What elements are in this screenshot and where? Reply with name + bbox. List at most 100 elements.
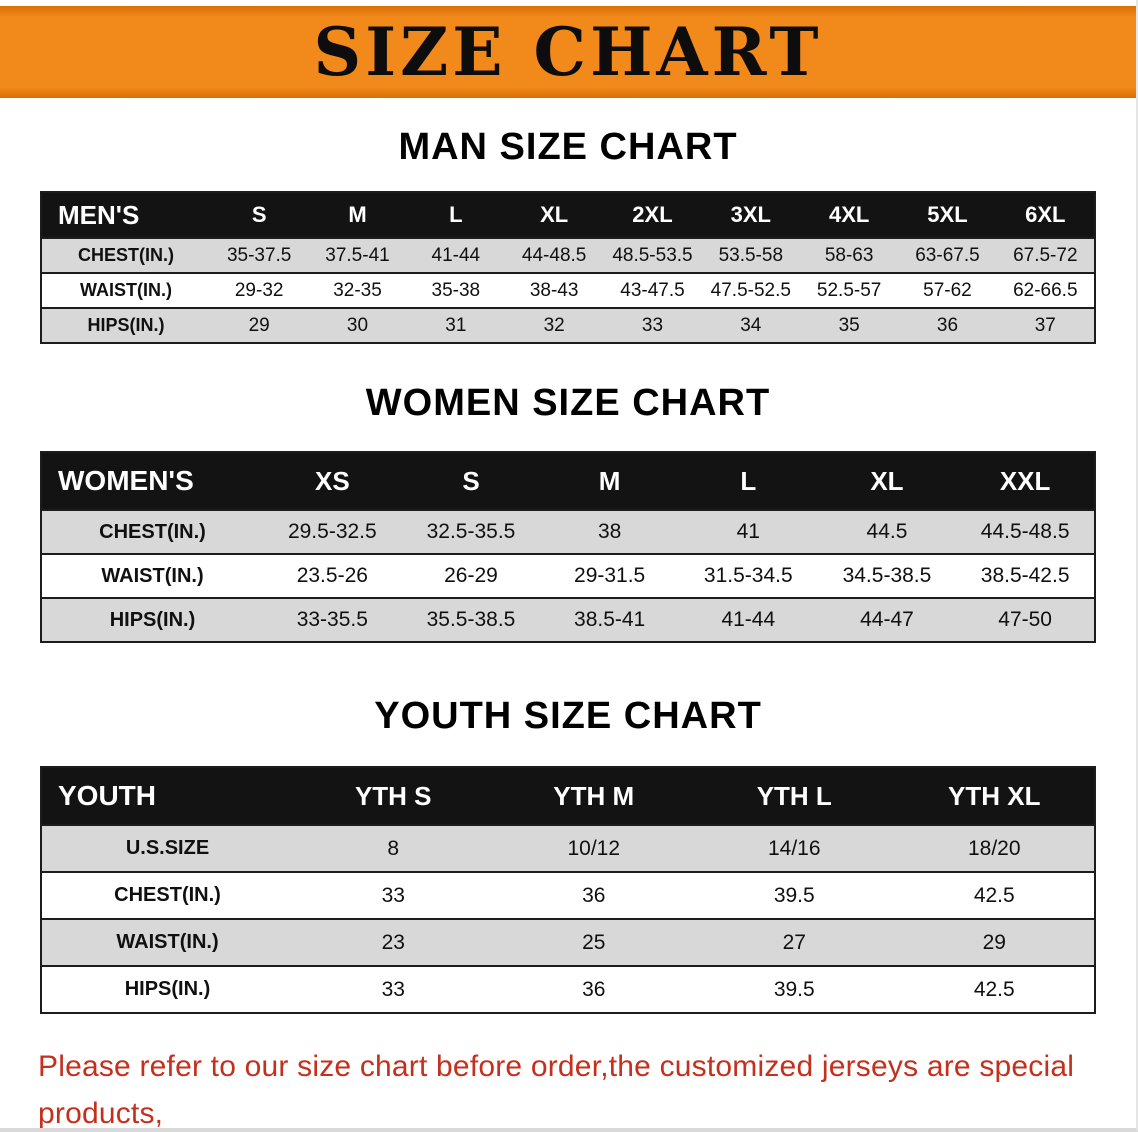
size-value: 38.5-41 [540, 597, 679, 642]
section-men: MAN SIZE CHART MEN'S S M L XL 2XL 3XL 4XL 5XL 6XL… [0, 126, 1136, 344]
size-value: 23.5-26 [263, 553, 402, 598]
size-column-header: YTH XL [894, 767, 1095, 825]
section-women: WOMEN SIZE CHART WOMEN'S XS S M L XL XXL CHEST(… [0, 382, 1136, 643]
table-row: WAIST(IN.) 23.5-26 26-29 29-31.5 31.5-34.5 34… [41, 553, 1095, 598]
table-row: WAIST(IN.) 29-32 32-35 35-38 38-43 43-47.5 47.… [41, 272, 1095, 308]
row-label: WAIST(IN.) [41, 272, 210, 308]
size-value: 34 [701, 307, 800, 343]
size-value: 47.5-52.5 [701, 272, 800, 308]
size-value: 39.5 [694, 871, 895, 919]
size-value: 23 [293, 918, 494, 966]
size-value: 29.5-32.5 [263, 509, 402, 554]
size-column-header: M [308, 192, 407, 238]
size-value: 37 [996, 307, 1095, 343]
size-value: 29 [894, 918, 1095, 966]
header-row: MEN'S S M L XL 2XL 3XL 4XL 5XL 6XL [41, 192, 1095, 238]
table-title-cell: MEN'S [41, 192, 210, 238]
size-value: 32 [504, 307, 604, 343]
men-size-table: MEN'S S M L XL 2XL 3XL 4XL 5XL 6XL CHEST(IN.) 35-37… [40, 191, 1096, 344]
size-column-header: L [406, 192, 505, 238]
size-value: 57-62 [898, 272, 997, 308]
size-column-header: M [540, 452, 679, 510]
size-value: 29-32 [210, 272, 309, 308]
size-value: 26-29 [401, 553, 541, 598]
women-section-heading: WOMEN SIZE CHART [365, 382, 771, 424]
disclaimer-line-1: Please refer to our size chart before or… [38, 1050, 1075, 1130]
size-value: 36 [493, 965, 694, 1013]
size-value: 67.5-72 [996, 237, 1095, 273]
size-column-header: 3XL [701, 192, 800, 238]
size-value: 36 [493, 871, 694, 919]
size-column-header: L [678, 452, 818, 510]
size-value: 42.5 [894, 965, 1095, 1013]
size-value: 38-43 [504, 272, 604, 308]
table-row: HIPS(IN.) 29 30 31 32 33 34 35 36 37 [41, 307, 1095, 343]
size-value: 31 [406, 307, 505, 343]
size-value: 25 [493, 918, 694, 966]
table-row: HIPS(IN.) 33-35.5 35.5-38.5 38.5-41 41-44 44-… [41, 597, 1095, 642]
size-column-header: S [210, 192, 309, 238]
size-value: 35.5-38.5 [401, 597, 541, 642]
table-row: HIPS(IN.) 33 36 39.5 42.5 [41, 965, 1095, 1013]
size-value: 18/20 [894, 824, 1095, 872]
size-column-header: XL [817, 452, 957, 510]
table-title-cell: WOMEN'S [41, 452, 263, 510]
size-value: 32.5-35.5 [401, 509, 541, 554]
size-value: 33-35.5 [263, 597, 402, 642]
size-value: 58-63 [799, 237, 899, 273]
row-label: HIPS(IN.) [41, 307, 210, 343]
size-value: 36 [898, 307, 997, 343]
size-column-header: 6XL [996, 192, 1095, 238]
size-value: 44.5 [817, 509, 957, 554]
size-value: 33 [293, 965, 494, 1013]
size-value: 33 [603, 307, 702, 343]
size-value: 48.5-53.5 [603, 237, 702, 273]
size-column-header: XXL [956, 452, 1095, 510]
size-value: 29 [210, 307, 309, 343]
size-value: 34.5-38.5 [817, 553, 957, 598]
size-value: 35 [799, 307, 899, 343]
size-value: 35-37.5 [210, 237, 309, 273]
banner: SIZE CHART [0, 6, 1136, 98]
youth-section-heading: YOUTH SIZE CHART [374, 695, 762, 737]
row-label: HIPS(IN.) [41, 965, 293, 1013]
table-row: WAIST(IN.) 23 25 27 29 [41, 918, 1095, 966]
size-column-header: 2XL [603, 192, 702, 238]
size-value: 63-67.5 [898, 237, 997, 273]
size-value: 31.5-34.5 [678, 553, 818, 598]
size-value: 33 [293, 871, 494, 919]
size-value: 41-44 [678, 597, 818, 642]
row-label: U.S.SIZE [41, 824, 293, 872]
youth-size-table-grid: YOUTH YTH S YTH M YTH L YTH XL U.S.SIZE 8 10/12… [40, 766, 1096, 1014]
size-value: 44.5-48.5 [956, 509, 1095, 554]
size-column-header: 5XL [898, 192, 997, 238]
size-value: 47-50 [956, 597, 1095, 642]
size-column-header: 4XL [799, 192, 899, 238]
size-value: 29-31.5 [540, 553, 679, 598]
section-youth: YOUTH SIZE CHART YOUTH YTH S YTH M YTH L YTH… [0, 695, 1136, 1014]
size-column-header: XL [504, 192, 604, 238]
size-value: 62-66.5 [996, 272, 1095, 308]
table-row: CHEST(IN.) 29.5-32.5 32.5-35.5 38 41 44.5 44.5… [41, 509, 1095, 554]
row-label: CHEST(IN.) [41, 871, 293, 919]
size-value: 30 [308, 307, 407, 343]
size-column-header: YTH L [694, 767, 895, 825]
women-size-table-grid: WOMEN'S XS S M L XL XXL CHEST(IN.) 29.5-32.5 32.5… [40, 451, 1096, 643]
size-column-header: YTH S [293, 767, 494, 825]
size-value: 38.5-42.5 [956, 553, 1095, 598]
size-value: 53.5-58 [701, 237, 800, 273]
table-row: U.S.SIZE 8 10/12 14/16 18/20 [41, 824, 1095, 872]
size-column-header: YTH M [493, 767, 694, 825]
size-value: 27 [694, 918, 895, 966]
men-section-heading: MAN SIZE CHART [398, 126, 738, 168]
row-label: HIPS(IN.) [41, 597, 263, 642]
size-value: 14/16 [694, 824, 895, 872]
row-label: WAIST(IN.) [41, 553, 263, 598]
page-title: SIZE CHART [313, 13, 823, 91]
size-value: 32-35 [308, 272, 407, 308]
women-size-table: WOMEN'S XS S M L XL XXL CHEST(IN.) 29.5-32.5 32.5… [40, 451, 1096, 643]
size-column-header: XS [263, 452, 402, 510]
size-value: 38 [540, 509, 679, 554]
table-title-cell: YOUTH [41, 767, 293, 825]
